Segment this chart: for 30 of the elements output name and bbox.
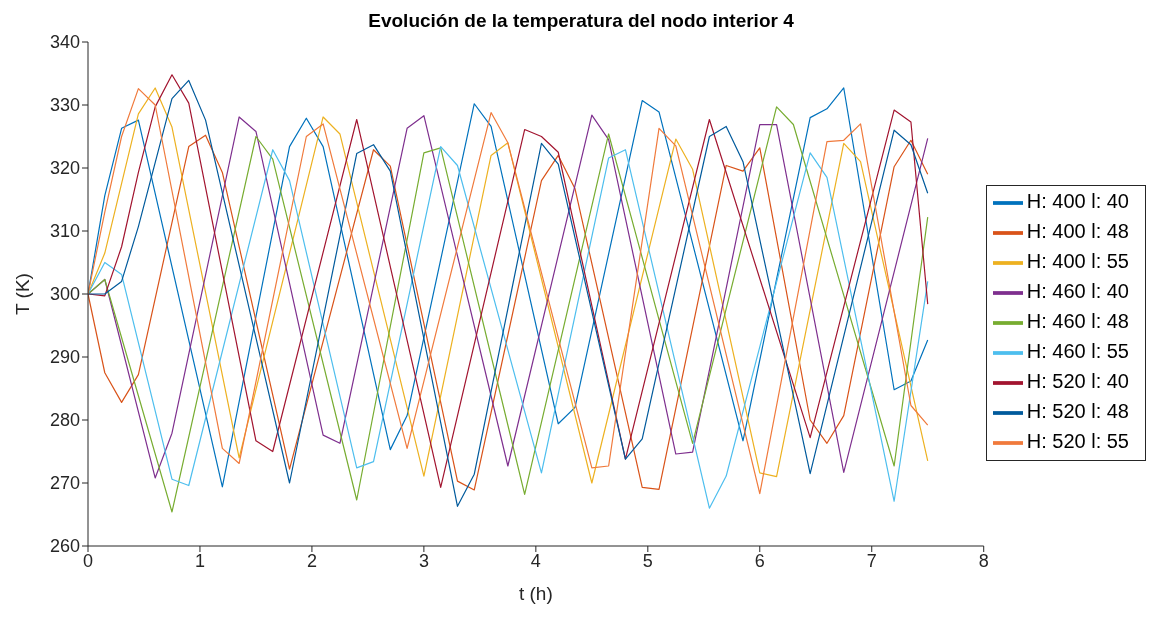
x-tick-label: 6 xyxy=(754,550,765,571)
y-axis-title: T (K) xyxy=(11,273,33,315)
x-tick-label: 8 xyxy=(978,550,989,571)
y-tick-label: 330 xyxy=(49,95,80,116)
y-tick-label: 280 xyxy=(49,410,80,431)
legend-label: H: 400 l: 48 xyxy=(1026,220,1129,243)
y-tick-label: 290 xyxy=(49,347,80,368)
y-tick-label: 340 xyxy=(49,32,80,53)
legend-label: H: 520 l: 48 xyxy=(1026,400,1129,423)
x-tick-label: 2 xyxy=(306,550,317,571)
legend-label: H: 400 l: 55 xyxy=(1026,250,1129,273)
x-tick-label: 1 xyxy=(194,550,205,571)
y-tick-label: 320 xyxy=(49,158,80,179)
x-tick-label: 5 xyxy=(642,550,653,571)
y-tick-label: 260 xyxy=(49,536,80,557)
x-tick-label: 0 xyxy=(82,550,94,571)
legend-label: H: 520 l: 55 xyxy=(1026,430,1129,453)
legend-label: H: 460 l: 40 xyxy=(1026,280,1129,303)
x-tick-label: 3 xyxy=(418,550,429,571)
legend-label: H: 460 l: 55 xyxy=(1026,340,1129,363)
legend-label: H: 460 l: 48 xyxy=(1026,310,1129,333)
chart-title: Evolución de la temperatura del nodo interior 4 xyxy=(367,9,795,33)
y-tick-label: 300 xyxy=(49,284,80,305)
y-tick-label: 270 xyxy=(49,473,80,494)
x-tick-label: 7 xyxy=(866,550,877,571)
legend-label: H: 520 l: 40 xyxy=(1026,370,1129,393)
x-axis-title: t (h) xyxy=(518,583,553,604)
legend-label: H: 400 l: 40 xyxy=(1026,190,1129,213)
y-tick-label: 310 xyxy=(49,221,80,242)
x-tick-label: 4 xyxy=(530,550,541,571)
